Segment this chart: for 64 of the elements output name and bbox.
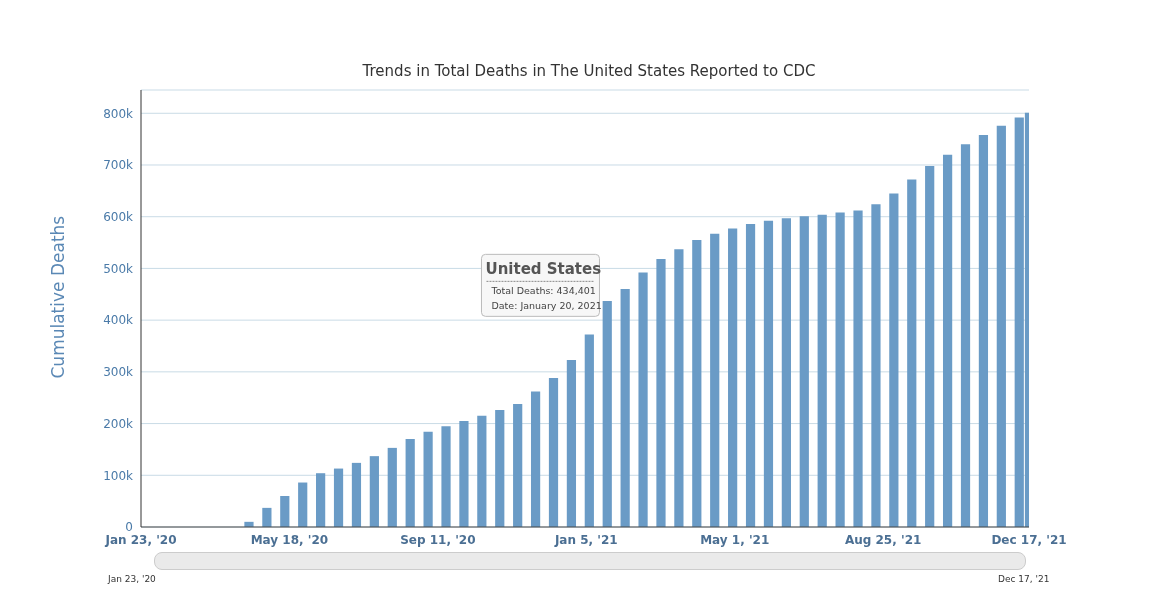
bar: [477, 415, 487, 527]
bar: [638, 272, 648, 527]
y-tick-label: 800k: [103, 106, 134, 121]
bar: [513, 403, 523, 527]
y-tick-label: 600k: [103, 209, 134, 224]
bar: [584, 334, 594, 527]
bar: [333, 468, 344, 527]
bar: [405, 439, 415, 527]
text: Jan 23, '20: [108, 574, 156, 584]
y-tick-label: 400k: [103, 313, 134, 328]
x-tick-label: Jan 23, '20: [104, 532, 177, 547]
bar: [423, 431, 433, 527]
bar: [298, 482, 308, 527]
bar: [280, 495, 290, 527]
bar: [835, 212, 845, 527]
bar: [602, 301, 612, 527]
y-tick-label: 200k: [103, 416, 134, 431]
bar: [925, 166, 935, 527]
bar: [262, 507, 272, 527]
bar: [530, 391, 541, 527]
bar: [316, 473, 326, 527]
x-tick-label: Jan 5, '21: [553, 532, 618, 547]
text: Dec 17, '21: [998, 574, 1050, 584]
x-tick-label: Aug 25, '21: [844, 532, 922, 547]
y-tick-label: 500k: [103, 261, 134, 276]
bar: [728, 228, 738, 527]
bar: [871, 204, 881, 527]
bar: [763, 220, 774, 527]
tooltip-box: United States Total Deaths: 434,401 Date: January 20, 2021: [480, 253, 602, 317]
bar: [781, 218, 791, 527]
bar: [907, 179, 917, 527]
bar: [817, 214, 827, 527]
bar: [978, 134, 989, 527]
bar: [620, 289, 630, 527]
bar: [387, 447, 397, 527]
y-axis-title: Cumulative Deaths: [48, 215, 69, 379]
bar: [960, 144, 971, 527]
bar: [441, 426, 451, 527]
bar: [710, 233, 720, 527]
y-tick-label: 700k: [103, 158, 134, 173]
y-tick-label: 300k: [103, 365, 134, 380]
annotation: United States Total Deaths: 434,401 Date: January 20, 2021: [485, 260, 602, 312]
bar: [656, 259, 666, 527]
bar: [351, 462, 362, 527]
bar: [692, 239, 702, 527]
bar: [548, 378, 559, 527]
bar: [942, 154, 953, 527]
bar: [745, 223, 756, 527]
y-tick-label: 0: [125, 520, 133, 535]
chart-title: Trends in Total Deaths in The United States Reported to CDC: [361, 62, 817, 80]
bar: [853, 210, 863, 527]
bar: [799, 216, 809, 527]
y-tick-label: 100k: [103, 468, 134, 483]
bar: [369, 456, 379, 527]
bar: [566, 359, 577, 527]
bar: [495, 410, 505, 527]
bar: [889, 193, 899, 527]
x-tick-label: May 18, '20: [250, 532, 329, 547]
x-tick-label: Dec 17, '21: [991, 532, 1067, 547]
bar: [674, 249, 684, 527]
bar: [459, 420, 469, 527]
x-tick-label: May 1, '21: [700, 532, 770, 547]
bar: [996, 125, 1006, 527]
x-tick-label: Sep 11, '20: [400, 532, 476, 547]
